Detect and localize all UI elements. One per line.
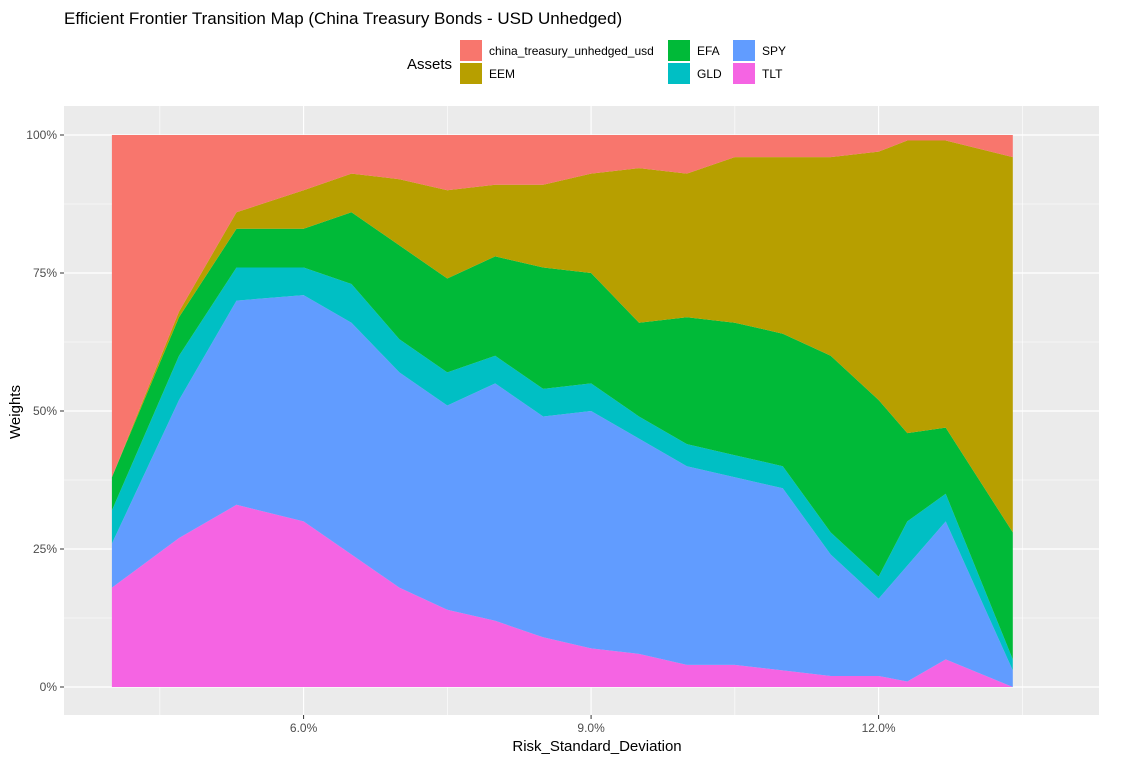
legend-title: Assets — [407, 56, 452, 73]
legend-key-gld — [668, 63, 690, 84]
legend-label-efa: EFA — [697, 44, 720, 58]
legend-key-china-treasury-unhedged-usd — [460, 40, 482, 61]
area-china-treasury-unhedged-usd — [111, 135, 1013, 478]
y-tick-label: 50% — [33, 404, 57, 418]
legend-label-spy: SPY — [762, 44, 786, 58]
area-efa — [111, 212, 1013, 660]
x-tick-label: 6.0% — [290, 721, 318, 735]
legend: Assets china_treasury_unhedged_usd EEM EFA G… — [407, 40, 786, 84]
x-axis-label: Risk_Standard_Deviation — [512, 738, 681, 755]
y-tick-label: 75% — [33, 266, 57, 280]
y-tick-label: 100% — [26, 128, 57, 142]
x-axis: 6.0% 9.0% 12.0% — [290, 715, 896, 735]
area-tlt — [111, 504, 1013, 687]
area-eem — [111, 140, 1013, 533]
legend-key-tlt — [733, 63, 755, 84]
legend-label-tlt: TLT — [762, 67, 783, 81]
area-spy — [111, 295, 1013, 687]
x-tick-label: 12.0% — [862, 721, 896, 735]
x-tick-label: 9.0% — [577, 721, 605, 735]
legend-label-china-treasury-unhedged-usd: china_treasury_unhedged_usd — [489, 44, 654, 58]
legend-label-gld: GLD — [697, 67, 722, 81]
y-tick-label: 25% — [33, 542, 57, 556]
y-tick-label: 0% — [40, 680, 58, 694]
legend-key-eem — [460, 63, 482, 84]
legend-label-eem: EEM — [489, 67, 515, 81]
area-layers — [111, 135, 1013, 687]
legend-key-spy — [733, 40, 755, 61]
y-axis-label: Weights — [7, 385, 24, 439]
legend-key-efa — [668, 40, 690, 61]
y-axis: 0% 25% 50% 75% 100% — [26, 128, 64, 694]
chart-title: Efficient Frontier Transition Map (China… — [64, 9, 622, 28]
